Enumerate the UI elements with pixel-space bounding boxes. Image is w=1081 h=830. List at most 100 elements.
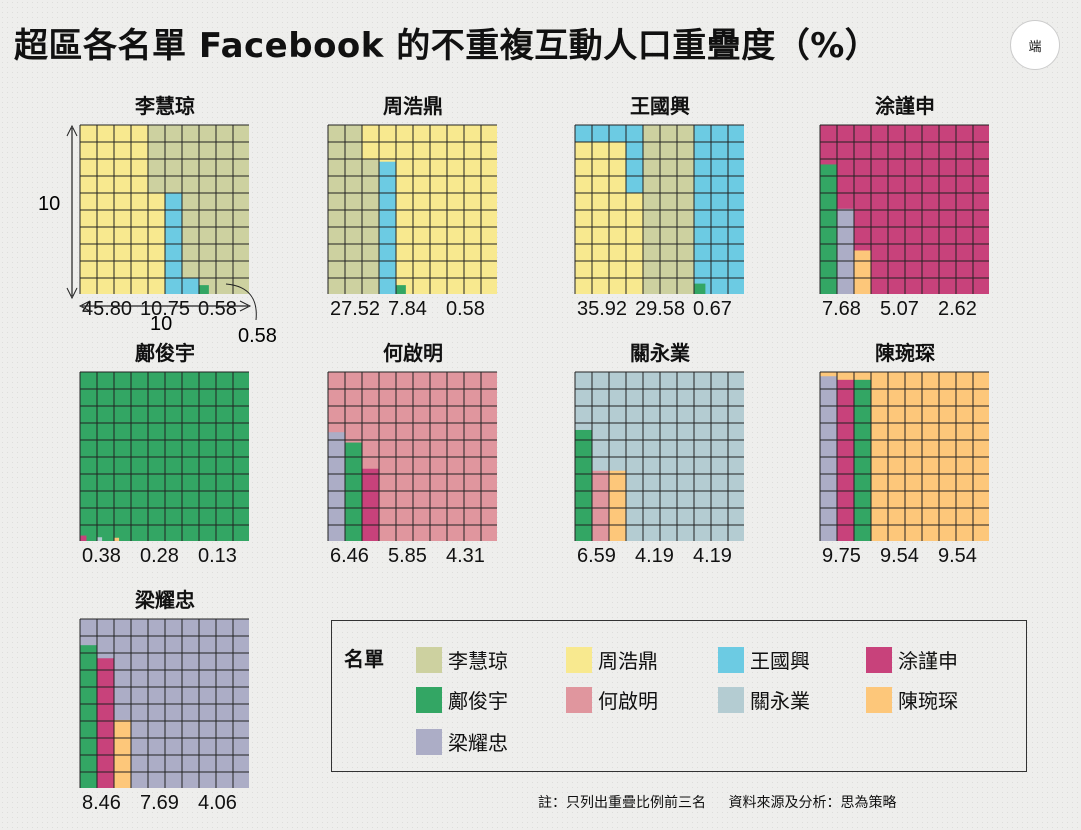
legend-item: 關永業 [718, 685, 810, 714]
waffle-grid [79, 371, 249, 541]
waffle-grid [574, 371, 744, 541]
legend-swatch [566, 646, 592, 673]
value-label: 4.19 [635, 545, 674, 567]
legend-swatch [416, 646, 442, 673]
value-label: 0.38 [82, 545, 121, 567]
waffle-block [345, 442, 362, 541]
legend-item: 梁耀忠 [416, 727, 508, 756]
value-label: 2.62 [938, 298, 977, 320]
value-label: 0.13 [198, 545, 237, 567]
legend-label: 陳琬琛 [898, 689, 958, 713]
panel-title: 李慧琼 [135, 94, 195, 118]
value-label: 29.58 [635, 298, 686, 320]
panel-title: 陳琬琛 [875, 341, 935, 365]
legend-item: 李慧琼 [416, 645, 508, 674]
waffle-block [362, 468, 379, 541]
legend-label: 涂謹申 [898, 649, 958, 673]
waffle-block [820, 164, 837, 294]
panel-title: 關永業 [630, 341, 690, 365]
arrow-left-icon [78, 300, 91, 312]
waffle-block [854, 379, 871, 541]
value-label: 5.85 [388, 545, 427, 567]
waffle-block [379, 161, 396, 294]
arrow-down-icon [66, 287, 78, 300]
value-label: 9.54 [938, 545, 977, 567]
publisher-logo: 端 [1010, 20, 1060, 70]
panel-title: 何啟明 [383, 341, 443, 365]
value-label: 7.84 [388, 298, 427, 320]
value-label: 9.54 [880, 545, 919, 567]
legend-swatch [566, 686, 592, 713]
panel-title: 梁耀忠 [135, 588, 195, 612]
legend-label: 周浩鼎 [598, 649, 658, 673]
callout-value: 0.58 [238, 325, 277, 347]
waffle-block [199, 285, 209, 294]
value-label: 27.52 [330, 298, 381, 320]
value-label: 0.67 [693, 298, 732, 320]
value-label: 0.58 [198, 298, 237, 320]
value-label: 10.75 [140, 298, 191, 320]
legend-item: 周浩鼎 [566, 645, 658, 674]
legend-swatch [416, 728, 442, 755]
value-label: 45.80 [82, 298, 133, 320]
panel-title: 鄺俊宇 [135, 341, 195, 365]
footnote: 註：只列出重疊比例前三名 資料來源及分析：思為策略 [538, 792, 914, 812]
panel-title: 王國興 [630, 94, 690, 118]
footnote-source: 資料來源及分析：思為策略 [728, 795, 897, 811]
cols-label: 10 [150, 313, 172, 335]
value-label: 9.75 [822, 545, 861, 567]
legend-label: 梁耀忠 [448, 731, 508, 755]
arrow-up-icon [66, 124, 78, 137]
value-label: 0.58 [446, 298, 485, 320]
waffle-grid [819, 124, 989, 294]
waffle-block [575, 142, 626, 294]
legend-label: 關永業 [750, 689, 810, 713]
legend-label: 鄺俊宇 [448, 689, 508, 713]
waffle-block [97, 658, 114, 788]
waffle-block [820, 376, 837, 541]
value-label: 35.92 [577, 298, 628, 320]
legend-item: 鄺俊宇 [416, 685, 508, 714]
legend-swatch [866, 646, 892, 673]
legend-item: 何啟明 [566, 685, 658, 714]
legend-swatch [866, 686, 892, 713]
waffle-block [396, 285, 406, 294]
waffle-block [854, 250, 871, 294]
legend-label: 李慧琼 [448, 649, 508, 673]
legend-label: 王國興 [750, 649, 810, 673]
callout-line [225, 283, 257, 321]
waffle-block [328, 432, 345, 541]
legend-swatch [718, 646, 744, 673]
chart-title: 超區各名單 Facebook 的不重複互動人口重疊度（%） [14, 26, 880, 66]
value-label: 6.46 [330, 545, 369, 567]
waffle-grid [79, 124, 249, 294]
waffle-grid [79, 618, 249, 788]
value-label: 5.07 [880, 298, 919, 320]
waffle-block [114, 719, 131, 788]
value-label: 7.69 [140, 792, 179, 814]
waffle-block [182, 278, 199, 294]
legend-swatch [416, 686, 442, 713]
waffle-grid [327, 124, 497, 294]
value-label: 4.31 [446, 545, 485, 567]
waffle-block [694, 283, 706, 294]
value-label: 4.19 [693, 545, 732, 567]
waffle-block [592, 470, 609, 541]
footnote-left: 註：只列出重疊比例前三名 [538, 795, 706, 811]
legend-item: 陳琬琛 [866, 685, 958, 714]
waffle-block [837, 208, 854, 294]
legend: 名單 李慧琼 周浩鼎 王國興 涂謹申 鄺俊宇 何啟明 關永業 陳琬琛 梁耀忠 [331, 620, 1027, 772]
panel-title: 周浩鼎 [383, 94, 443, 118]
legend-item: 涂謹申 [866, 645, 958, 674]
waffle-grid [327, 371, 497, 541]
legend-item: 王國興 [718, 645, 810, 674]
waffle-block [114, 537, 120, 541]
arrow-right-icon [239, 300, 252, 312]
waffle-grid [574, 124, 744, 294]
value-label: 6.59 [577, 545, 616, 567]
waffle-block [837, 379, 854, 541]
waffle-block [609, 470, 626, 541]
value-label: 8.46 [82, 792, 121, 814]
rows-label: 10 [38, 193, 60, 215]
value-label: 0.28 [140, 545, 179, 567]
